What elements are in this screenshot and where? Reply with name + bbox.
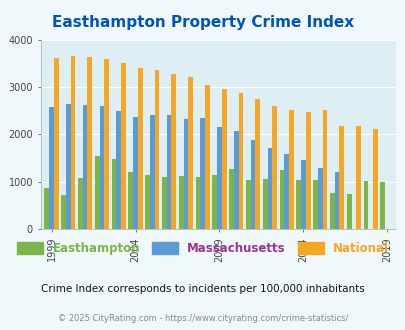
Bar <box>262 179 267 229</box>
Bar <box>95 156 99 229</box>
Bar <box>166 115 171 229</box>
Bar <box>372 129 377 229</box>
Bar <box>267 148 272 229</box>
Bar <box>238 93 243 229</box>
Bar <box>99 106 104 229</box>
Bar <box>45 187 49 229</box>
Bar <box>279 170 283 229</box>
Bar <box>70 56 75 229</box>
Bar <box>272 106 276 229</box>
Bar <box>145 175 149 229</box>
Bar <box>200 118 205 229</box>
Bar <box>116 111 121 229</box>
Bar <box>284 154 288 229</box>
Bar <box>233 131 238 229</box>
Bar <box>138 68 142 229</box>
Bar <box>221 89 226 229</box>
Bar <box>104 59 109 229</box>
Bar <box>312 180 317 229</box>
Bar <box>195 177 200 229</box>
Bar <box>212 175 217 229</box>
Bar <box>61 195 66 229</box>
Bar <box>162 177 166 229</box>
Bar <box>83 105 87 229</box>
Bar <box>288 110 293 229</box>
Bar <box>217 127 221 229</box>
Bar <box>301 160 305 229</box>
Bar <box>250 140 255 229</box>
Bar <box>111 159 116 229</box>
Text: © 2025 CityRating.com - https://www.cityrating.com/crime-statistics/: © 2025 CityRating.com - https://www.city… <box>58 314 347 323</box>
Bar <box>78 178 83 229</box>
Text: Crime Index corresponds to incidents per 100,000 inhabitants: Crime Index corresponds to incidents per… <box>41 284 364 294</box>
Bar <box>322 110 326 229</box>
Bar <box>205 85 209 229</box>
Bar <box>178 176 183 229</box>
Bar <box>339 126 343 229</box>
Bar <box>171 74 176 229</box>
Bar <box>87 57 92 229</box>
Bar <box>49 107 54 229</box>
Bar <box>183 119 188 229</box>
Bar <box>379 182 384 229</box>
Bar <box>317 168 322 229</box>
Bar <box>305 112 310 229</box>
Bar <box>188 77 192 229</box>
Bar <box>245 181 250 229</box>
Text: Easthampton Property Crime Index: Easthampton Property Crime Index <box>52 15 353 30</box>
Legend: Easthampton, Massachusetts, National: Easthampton, Massachusetts, National <box>12 237 393 260</box>
Bar <box>255 99 260 229</box>
Bar <box>229 169 233 229</box>
Bar <box>363 182 367 229</box>
Bar <box>355 126 360 229</box>
Bar <box>149 115 154 229</box>
Bar <box>66 104 70 229</box>
Bar <box>346 194 351 229</box>
Bar <box>296 181 301 229</box>
Bar <box>128 172 133 229</box>
Bar <box>329 193 334 229</box>
Bar <box>334 172 339 229</box>
Bar <box>154 70 159 229</box>
Bar <box>121 63 126 229</box>
Bar <box>54 58 58 229</box>
Bar <box>133 117 138 229</box>
